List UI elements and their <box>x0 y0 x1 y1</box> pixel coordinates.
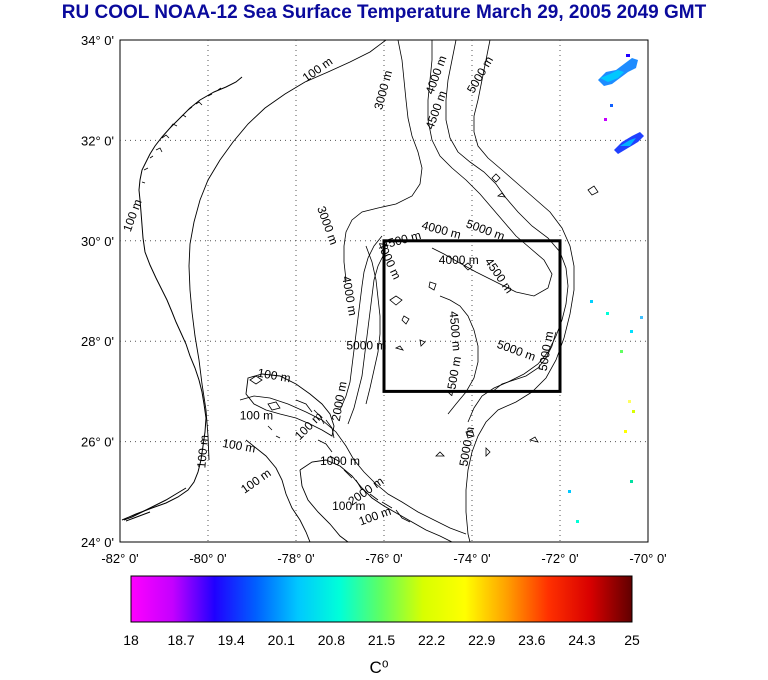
study-area-box <box>382 239 562 393</box>
contour-label: 100 m <box>332 499 365 513</box>
colorbar <box>130 575 633 623</box>
contour-3000m-bahamas <box>347 253 385 425</box>
sst-pixel <box>632 410 635 413</box>
sst-pixel <box>610 104 613 107</box>
lon-tick-label: -72° 0' <box>541 551 578 566</box>
contour-label: 2000 m <box>329 380 350 422</box>
lon-tick-label: -70° 0' <box>629 551 666 566</box>
coastline-keys <box>123 487 187 522</box>
sst-pixel <box>624 430 627 433</box>
bahamas-little-bank <box>245 373 335 437</box>
sst-pixel <box>626 54 630 57</box>
lon-tick-label: -76° 0' <box>365 551 402 566</box>
lon-tick-label: -80° 0' <box>189 551 226 566</box>
colorbar-tick-label: 18 <box>123 632 139 648</box>
colorbar-tick-label: 22.2 <box>417 632 446 648</box>
sst-pixel <box>640 316 643 319</box>
bahamas-great-bank <box>299 459 453 542</box>
contour-4500m <box>445 40 569 423</box>
colorbar-tick-label: 24.3 <box>568 632 596 648</box>
contour-4000m <box>427 40 553 297</box>
lat-tick-label: 24° 0' <box>81 535 114 550</box>
lon-tick-label: -82° 0' <box>101 551 138 566</box>
lat-tick-label: 30° 0' <box>81 234 114 249</box>
latitude-labels: 24° 0' 26° 0' 28° 0' 30° 0' 32° 0' 34° 0' <box>81 33 114 550</box>
contour-5000m <box>465 40 575 542</box>
contour-label: 4000 m <box>339 275 360 317</box>
lon-tick-label: -78° 0' <box>277 551 314 566</box>
sst-pixel <box>590 300 593 303</box>
sst-patch-northeast-2 <box>600 70 624 82</box>
lat-tick-label: 32° 0' <box>81 133 114 148</box>
contour-4000m-west <box>365 245 381 405</box>
colorbar-tick-label: 18.7 <box>167 632 195 648</box>
contour-label: 1000 m <box>320 454 360 468</box>
sst-pixel <box>628 400 631 403</box>
lon-tick-label: -74° 0' <box>453 551 490 566</box>
contour-label: 5000 m <box>456 426 477 468</box>
contour-label: 100 m <box>257 366 292 386</box>
lat-tick-label: 26° 0' <box>81 435 114 450</box>
sst-patch-east-2 <box>620 138 636 146</box>
colorbar-tick-label: 20.8 <box>317 632 346 648</box>
sst-pixel <box>620 350 623 353</box>
colorbar-tick-label: 21.5 <box>367 632 396 648</box>
lat-tick-label: 28° 0' <box>81 334 114 349</box>
colorbar-tick-label: 20.1 <box>267 632 295 648</box>
sst-pixels <box>568 54 644 523</box>
contour-5000m-east <box>491 331 557 393</box>
bahamas-andros <box>245 439 311 542</box>
colorbar-unit: C⁰ <box>369 658 389 677</box>
contour-label: 4000 m <box>439 253 479 267</box>
contour-label: 5000 m <box>346 338 386 352</box>
lat-tick-label: 34° 0' <box>81 33 114 48</box>
bahamas-islands <box>249 375 411 523</box>
seamount-blobs <box>389 173 599 457</box>
contour-100m-shelf <box>188 40 387 461</box>
contour-2000m-bahamas <box>339 235 383 411</box>
coastline-islands <box>141 87 222 184</box>
contour-4500m-inner <box>439 295 479 415</box>
longitude-labels: -82° 0' -80° 0' -78° 0' -76° 0' -74° 0' -72° … <box>101 551 666 566</box>
contour-label: 5000 m <box>536 330 557 372</box>
colorbar-tick-label: 25 <box>624 632 640 648</box>
colorbar-tick-label: 23.6 <box>518 632 546 648</box>
colorbar-tick-label: 19.4 <box>217 632 245 648</box>
contour-label: 100 m <box>240 409 273 423</box>
sst-pixel <box>604 118 607 121</box>
contour-3000m <box>343 40 423 281</box>
contour-label: 100 m <box>194 434 211 468</box>
contour-1000m-bahamas <box>239 395 467 535</box>
contour-label: 4500 m <box>443 355 464 397</box>
sst-pixel <box>630 330 633 333</box>
coastline-florida <box>121 76 243 521</box>
contour-label: 100 m <box>221 436 256 456</box>
contour-label: 4500 m <box>447 311 464 352</box>
sst-pixel <box>576 520 579 523</box>
map-title: RU COOL NOAA-12 Sea Surface Temperature … <box>61 2 707 23</box>
sst-pixel <box>606 312 609 315</box>
sst-pixel <box>630 480 633 483</box>
sst-pixel <box>568 490 571 493</box>
colorbar-tick-label: 22.9 <box>468 632 496 648</box>
